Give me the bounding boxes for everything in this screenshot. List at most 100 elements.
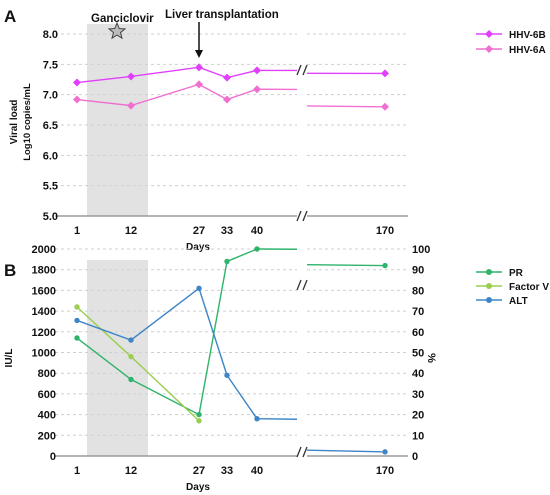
y-tick-label: 1600 [32,285,56,297]
data-point [382,449,388,455]
data-point [223,73,231,82]
x-tick-label: 33 [221,225,233,237]
y-tick-label-right: 80 [412,285,424,297]
axis-break-mark [302,446,308,458]
data-point [381,69,389,78]
data-point [381,102,389,111]
legend-label: HHV-6A [509,45,546,56]
legend-marker [486,269,492,275]
y-axis-label-b: IU/L [4,349,15,368]
data-point [253,66,261,75]
y-ticks-b: 0 200 400 600 800 1000 1200 1400 1600 1800 2000 [32,244,56,463]
y-tick-label: 1400 [32,306,56,318]
axis-break-mark [302,64,308,76]
data-point [254,416,260,422]
y-tick-label: 1800 [32,265,56,277]
y-tick-label: 2000 [32,244,56,256]
data-point [253,85,261,94]
data-point [74,335,80,341]
series-line-pr [76,248,298,416]
x-tick-label: 40 [251,465,263,477]
x-tick-label: 12 [125,465,137,477]
data-point [128,376,134,383]
y-tick-label-right: 0 [412,451,418,463]
legend-marker [486,297,492,303]
data-point [73,78,81,87]
x-tick-label: 27 [193,225,205,237]
legend-a: HHV-6B HHV-6A [476,30,546,56]
series-b [74,246,388,455]
y-tick-label-right: 40 [412,368,424,380]
x-tick-label: 1 [74,225,80,237]
grid-b [55,248,408,458]
x-axis-label-b: Days [186,482,210,493]
data-point [196,285,202,292]
x-tick-label: 40 [251,225,263,237]
y-tick-label: 800 [38,368,56,380]
y-tick-label-right: 90 [412,265,424,277]
y-tick-label: 400 [38,410,56,422]
y-ticks-right-b: 0 10 20 30 40 50 60 70 80 90 100 [412,244,430,463]
x-tick-label: 33 [221,465,233,477]
y-tick-label: 8.0 [43,29,58,41]
grid-a [55,33,408,222]
series-line-alt [76,287,298,420]
data-point [128,353,134,360]
series-line-pr [306,264,386,267]
series-line-hhv-6b [76,66,298,84]
legend-marker [485,45,493,53]
data-point [74,304,80,310]
x-tick-label: 170 [376,465,394,477]
axis-break-mark [302,279,308,291]
y-axis-unit-a: Log10 copies/mL [22,83,33,161]
y-tick-label-right: 50 [412,348,424,360]
axis-break-mark [302,210,308,222]
y-tick-label: 1200 [32,327,56,339]
x-tick-label: 1 [74,465,80,477]
legend-label: ALT [509,296,528,307]
data-point [127,101,135,110]
y-tick-label: 7.0 [43,90,58,102]
legend-label: PR [509,268,524,279]
axis-break-mark [296,446,302,458]
x-tick-label: 12 [125,225,137,237]
data-point [223,95,231,104]
series-line-hhv-6a [76,83,298,107]
data-point [195,80,203,89]
y-tick-label: 1000 [32,348,56,360]
y-tick-label: 7.5 [43,59,58,71]
x-ticks-b: 1 12 27 33 40 170 [74,465,394,477]
y-tick-label: 200 [38,430,56,442]
treatment-shade-a [87,24,148,216]
star-icon [107,21,127,40]
y-axis-label-a: Viral load [9,100,20,145]
data-point [196,411,202,418]
y-axis-label-right-b: % [425,353,437,363]
treatment-shade-b [87,260,148,456]
data-point [73,95,81,104]
axis-break-mark [296,210,302,222]
y-tick-label: 6.5 [43,120,58,132]
y-tick-label-right: 10 [412,430,424,442]
legend-marker [485,30,493,38]
y-tick-label: 5.0 [43,211,58,223]
data-point [196,418,202,424]
arrow-down-icon [195,22,203,58]
legend-b: PR Factor V ALT [476,268,549,307]
data-point [128,337,134,343]
chart-panel-a: A 5.0 5.5 6.0 6.5 7.0 7.5 8.0 1 12 27 33 40 170 Gan… [4,7,546,253]
y-tick-label: 6.0 [43,150,58,162]
series-line-alt [306,449,386,453]
y-tick-label-right: 20 [412,410,424,422]
series-a [73,63,389,111]
legend-label: Factor V [509,282,549,293]
annotation-ganciclovir: Ganciclovir [91,13,154,25]
panel-label-b: B [4,261,16,280]
data-point [254,246,260,252]
y-tick-label: 600 [38,389,56,401]
legend-marker [486,283,492,289]
data-point [224,258,230,265]
y-tick-label: 0 [50,451,56,463]
series-line-hhv-6a [306,105,386,108]
